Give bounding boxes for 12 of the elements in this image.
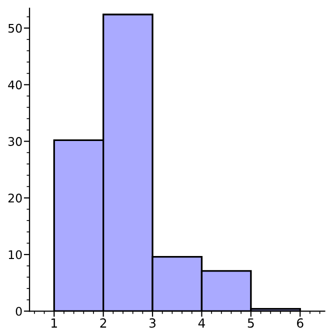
- y-tick-label: 20: [8, 194, 22, 203]
- x-tick-label: 1: [52, 318, 57, 328]
- y-tick-label: 0: [16, 306, 22, 316]
- y-tick-label: 50: [8, 24, 22, 33]
- x-tick-label: 4: [198, 318, 205, 328]
- y-tick-label: 30: [8, 137, 22, 146]
- x-tick-label: 3: [149, 318, 156, 328]
- x-tick-label: 6: [297, 318, 304, 328]
- y-tick-label: 40: [8, 80, 22, 90]
- x-tick-label: 2: [100, 318, 106, 328]
- y-tick-label: 10: [8, 250, 22, 260]
- x-tick-label: 5: [248, 318, 254, 328]
